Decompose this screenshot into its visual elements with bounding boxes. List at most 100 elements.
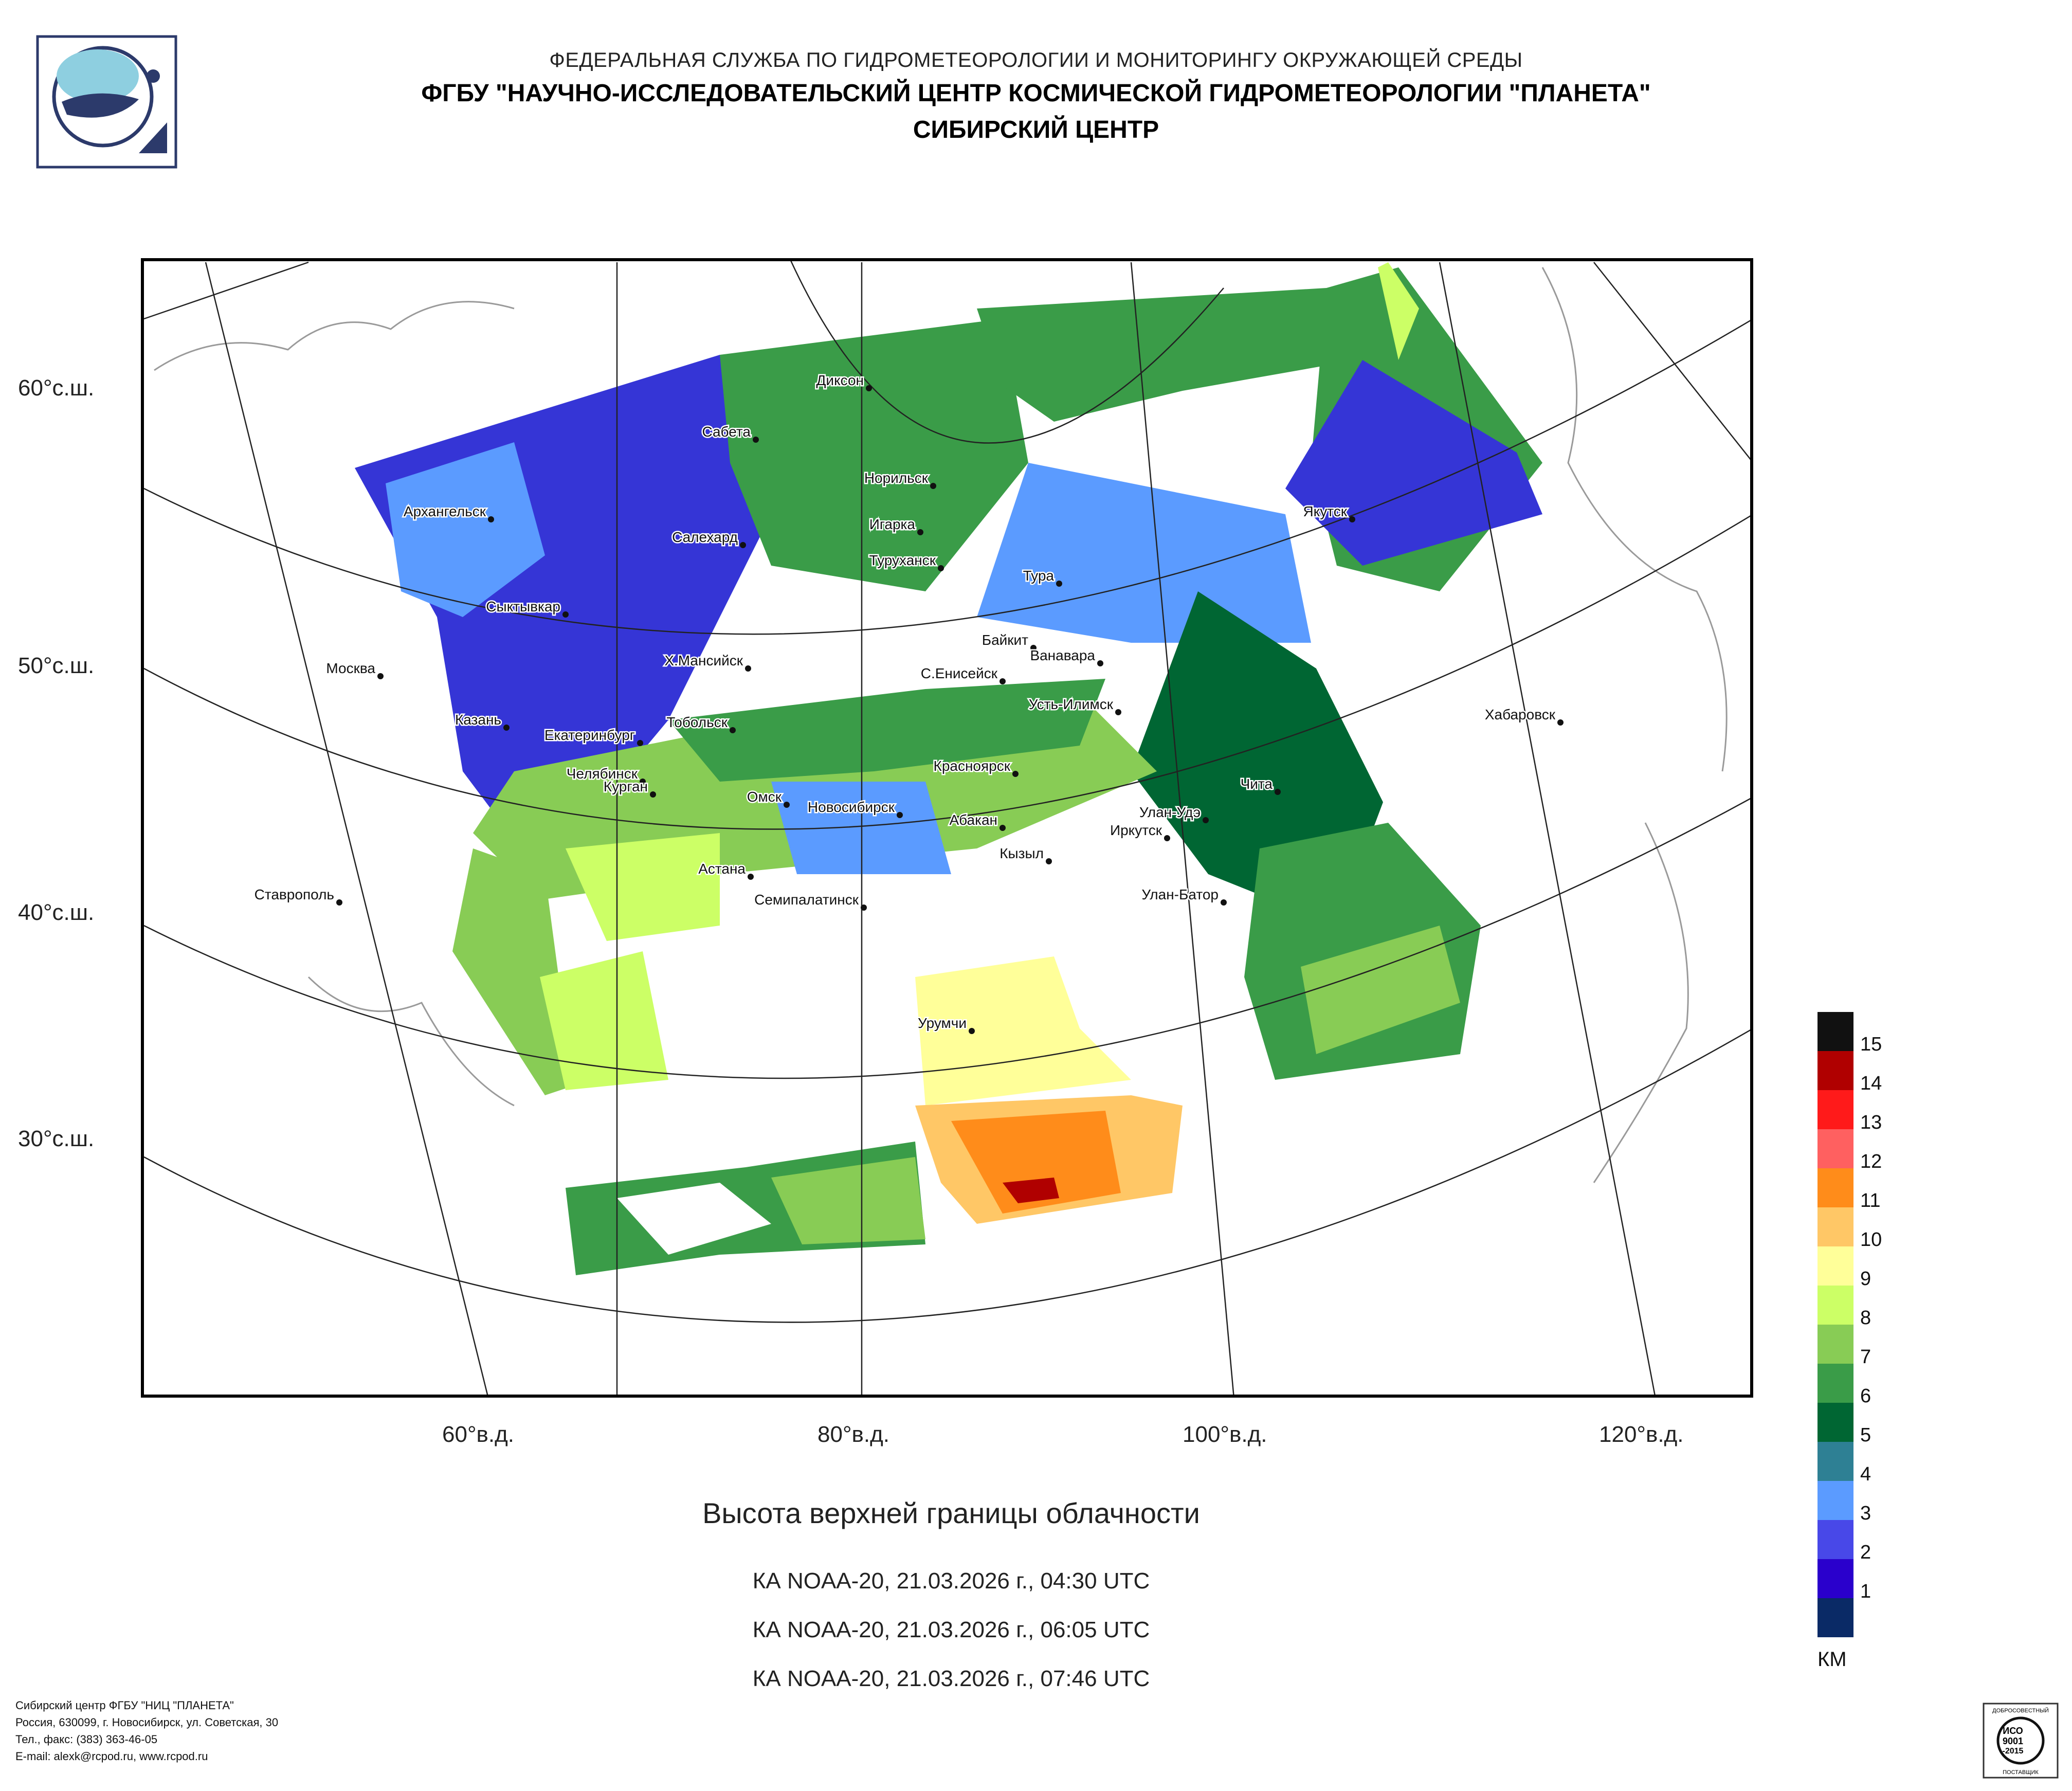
city-label: Улан-Удэ: [1139, 804, 1201, 820]
city-marker: [897, 812, 903, 818]
legend-value: 8: [1860, 1307, 1871, 1329]
city-label: Казань: [455, 712, 501, 728]
city-marker: [1012, 771, 1019, 777]
footer-address: Россия, 630099, г. Новосибирск, ул. Сове…: [15, 1716, 279, 1729]
city-label: Москва: [326, 660, 375, 676]
lon-label-120: 120°в.д.: [1599, 1422, 1684, 1447]
city-label: Иркутск: [1110, 822, 1162, 838]
city-marker: [748, 874, 754, 880]
legend-swatch: [1817, 1520, 1853, 1559]
city-label: Байкит: [982, 632, 1028, 648]
city-marker: [503, 725, 510, 731]
footer-contacts: Сибирский центр ФГБУ "НИЦ "ПЛАНЕТА" Росс…: [15, 1697, 278, 1765]
city-label: Курган: [604, 779, 648, 794]
city-label: Астана: [698, 861, 746, 877]
city-marker: [938, 565, 944, 571]
city-label: Омск: [747, 789, 782, 805]
city-label: Абакан: [949, 812, 997, 828]
legend-value: 4: [1860, 1463, 1871, 1485]
legend-swatch: [1817, 1442, 1853, 1481]
lat-label-40: 40°с.ш.: [18, 900, 95, 925]
city-label: Якутск: [1303, 503, 1347, 519]
city-marker: [1097, 660, 1103, 666]
legend-value: 10: [1860, 1229, 1882, 1251]
city-label: Чита: [1241, 776, 1273, 792]
center-name: СИБИРСКИЙ ЦЕНТР: [913, 116, 1159, 143]
city-label: Новосибирск: [808, 799, 895, 815]
pass-2: КА NOAA-20, 21.03.2026 г., 06:05 UTC: [752, 1617, 1150, 1642]
badge-bottom: ПОСТАВЩИК: [2003, 1769, 2039, 1776]
city-marker: [930, 483, 936, 489]
city-marker: [866, 385, 872, 391]
lon-label-100: 100°в.д.: [1183, 1422, 1267, 1447]
lat-label-60: 60°с.ш.: [18, 375, 95, 401]
legend-value: 11: [1860, 1190, 1881, 1211]
legend-value: 3: [1860, 1503, 1871, 1524]
legend-swatch: [1817, 1598, 1853, 1637]
city-label: С.Енисейск: [921, 665, 998, 681]
lat-label-30: 30°с.ш.: [18, 1126, 95, 1151]
legend-value: 9: [1860, 1268, 1871, 1290]
legend-swatch: [1817, 1559, 1853, 1598]
graticule: [143, 260, 1752, 1396]
legend-value: 15: [1860, 1034, 1882, 1055]
city-marker: [969, 1028, 975, 1034]
city-label: Челябинск: [567, 766, 638, 782]
city-marker: [861, 904, 867, 911]
legend-swatch: [1817, 1325, 1853, 1364]
city-label: Усть-Илимск: [1029, 696, 1114, 712]
city-label: Кызыл: [999, 845, 1044, 861]
city-label: Екатеринбург: [544, 727, 635, 743]
city-marker: [650, 791, 656, 798]
city-marker: [637, 740, 643, 746]
satellite-swaths: [350, 262, 1542, 1275]
city-marker: [1164, 835, 1170, 841]
city-marker: [1221, 899, 1227, 906]
city-marker: [1275, 789, 1281, 795]
city-marker: [1056, 581, 1062, 587]
badge-top: ДОБРОСОВЕСТНЫЙ: [1992, 1707, 2049, 1714]
city-marker: [753, 437, 759, 443]
city-marker: [999, 825, 1006, 831]
city-label: Сабета: [702, 424, 751, 440]
city-marker: [745, 665, 751, 672]
city-label: Тобольск: [666, 714, 728, 730]
city-marker: [640, 779, 646, 785]
city-marker: [730, 727, 736, 733]
city-marker: [562, 611, 569, 618]
legend-value: 2: [1860, 1542, 1871, 1563]
legend-value: 1: [1860, 1581, 1871, 1602]
pass-3: КА NOAA-20, 21.03.2026 г., 07:46 UTC: [752, 1666, 1150, 1691]
city-label: Сыктывкар: [486, 599, 560, 614]
city-label: Красноярск: [934, 758, 1011, 774]
city-marker: [917, 529, 923, 535]
city-label: Х.Мансийск: [664, 653, 743, 668]
city-label: Хабаровск: [1485, 707, 1556, 722]
legend-swatch: [1817, 1051, 1853, 1090]
city-label: Салехард: [672, 529, 738, 545]
iso-badge: ДОБРОСОВЕСТНЫЙ ИСО 9001 -2015 ПОСТАВЩИК: [1983, 1703, 2059, 1779]
city-label: Туруханск: [869, 552, 936, 568]
city-label: Тура: [1023, 568, 1055, 584]
city-labels: Диксон Сабета Норильск Игарка Архангельск Сал…: [253, 371, 1564, 1034]
footer-org: Сибирский центр ФГБУ "НИЦ "ПЛАНЕТА": [15, 1699, 234, 1712]
city-label: Норильск: [864, 470, 929, 486]
legend-swatch: [1817, 1481, 1853, 1520]
city-marker: [488, 516, 494, 522]
lon-label-80: 80°в.д.: [817, 1422, 890, 1447]
legend-swatch: [1817, 1129, 1853, 1168]
coastlines: [154, 267, 1728, 1183]
city-label: Улан-Батор: [1141, 887, 1219, 902]
legend-swatch: [1817, 1364, 1853, 1403]
badge-year: -2015: [2003, 1747, 2024, 1756]
legend-value: 6: [1860, 1385, 1871, 1407]
city-marker: [784, 802, 790, 808]
city-label: Ванавара: [1030, 647, 1095, 663]
map-title: Высота верхней границы облачности: [702, 1497, 1200, 1529]
city-marker: [1203, 817, 1209, 823]
city-label: Игарка: [869, 516, 916, 532]
legend-units: КМ: [1817, 1648, 1847, 1671]
agency-name: ФЕДЕРАЛЬНАЯ СЛУЖБА ПО ГИДРОМЕТЕОРОЛОГИИ …: [549, 49, 1523, 71]
legend-swatch: [1817, 1403, 1853, 1442]
